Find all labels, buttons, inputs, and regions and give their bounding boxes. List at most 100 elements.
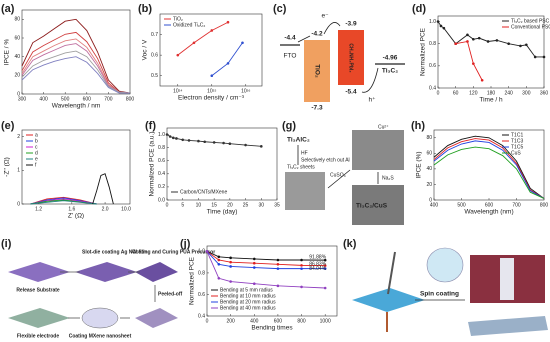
data-point xyxy=(486,40,490,43)
y-tick-label: 0.4 xyxy=(198,313,205,319)
x-tick-label: 400 xyxy=(250,318,259,324)
data-point xyxy=(217,263,221,266)
data-point xyxy=(323,286,327,290)
data-point xyxy=(472,62,475,65)
legend-label: T1C1 xyxy=(511,132,523,138)
y-tick-label: 1.0 xyxy=(429,19,436,25)
data-point xyxy=(217,255,221,259)
plot-frame xyxy=(166,127,278,201)
panel-label: (i) xyxy=(1,238,12,250)
label: Ti₃AlC₂ xyxy=(287,137,310,144)
data-point xyxy=(212,141,216,144)
x-tick-label: 35 xyxy=(274,202,280,208)
label: Cu²⁺ xyxy=(378,124,389,130)
legend-label: Ti₃C₂ based PSC xyxy=(511,18,550,24)
y-tick-label: 80 xyxy=(14,17,20,23)
x-tick-label: 5 xyxy=(181,202,184,208)
plot-frame xyxy=(21,129,131,205)
arrow xyxy=(323,22,341,35)
y-tick-label: 1.0 xyxy=(158,132,165,138)
y-tick-label: 0.6 xyxy=(198,292,205,298)
level-value: -7.3 xyxy=(311,105,323,112)
label: Ti₃C₂ xyxy=(382,68,398,75)
data-point xyxy=(323,267,327,270)
data-point xyxy=(241,41,244,45)
y-tick-label: 20 xyxy=(426,182,432,188)
legend-label: T1C3 xyxy=(511,138,523,144)
x-tick-label: 10¹⁴ xyxy=(173,88,182,94)
legend-label: b xyxy=(35,138,38,144)
electrode xyxy=(8,308,70,328)
data-point xyxy=(252,257,256,261)
data-point xyxy=(454,42,457,45)
series-line xyxy=(21,56,130,94)
data-point xyxy=(226,62,230,65)
plot-frame xyxy=(159,13,263,87)
data-point xyxy=(181,138,185,142)
x-tick-label: 120 xyxy=(469,90,478,96)
tio2-block xyxy=(304,40,330,102)
data-point xyxy=(507,42,510,45)
arrow xyxy=(361,67,379,93)
data-point xyxy=(168,135,172,138)
legend-label: e xyxy=(35,156,38,162)
label: TiO₂ xyxy=(313,64,320,78)
data-point xyxy=(519,44,522,48)
series-line xyxy=(30,200,97,205)
label: Na₂S xyxy=(382,175,394,181)
data-point xyxy=(259,145,263,148)
data-point xyxy=(252,266,256,269)
y-axis-label: IPCE (%) xyxy=(416,151,423,178)
data-point xyxy=(197,139,200,143)
series-line xyxy=(21,18,131,94)
data-point xyxy=(276,263,280,266)
y-tick-label: 0.6 xyxy=(151,52,158,58)
series-line xyxy=(433,138,545,199)
data-point xyxy=(175,137,178,140)
x-tick-label: 300 xyxy=(522,90,531,96)
series-line xyxy=(21,38,131,94)
y-tick-label: 0.5 xyxy=(151,73,158,79)
series-line xyxy=(206,250,326,261)
x-tick-label: 15 xyxy=(211,202,217,208)
data-point xyxy=(439,24,443,28)
legend-label: Carbon/CNTs/MXene xyxy=(180,189,227,195)
x-tick-label: 400 xyxy=(39,96,48,102)
data-point xyxy=(192,41,196,45)
panel-label: (e) xyxy=(1,120,15,132)
substrate xyxy=(75,262,137,282)
panel-label: (h) xyxy=(411,120,425,132)
y-tick-label: 0 xyxy=(429,197,432,203)
legend-label: d xyxy=(35,150,38,156)
sem-image xyxy=(352,130,404,170)
data-point xyxy=(466,40,469,43)
spin-coating-scheme: Spin coating xyxy=(352,247,548,336)
x-tick-label: 2.0 xyxy=(102,206,109,212)
legend-label: T1C5 xyxy=(511,144,523,150)
y-tick-label: 0.8 xyxy=(158,145,165,151)
x-tick-label: 360 xyxy=(540,90,549,96)
data-point xyxy=(229,280,232,283)
data-point xyxy=(176,53,180,57)
substrate xyxy=(135,262,178,282)
legend-label: Bending at 10 mm radius xyxy=(220,293,276,299)
x-axis-label: Bending times xyxy=(251,325,293,332)
substrate xyxy=(352,288,425,312)
y-axis-label: -Z'' (Ω) xyxy=(4,157,11,177)
panel-label: (c) xyxy=(273,3,287,15)
y-tick-label: 0 xyxy=(17,201,20,207)
data-point xyxy=(300,267,303,270)
y-tick-label: 2 xyxy=(17,134,20,140)
data-point xyxy=(229,265,232,268)
y-axis-label: IPCE / % xyxy=(4,39,11,66)
arrow xyxy=(327,169,351,189)
legend-label: TiO₂ xyxy=(173,16,183,22)
x-axis-label: Z' (Ω) xyxy=(68,213,84,220)
label: Release Substrate xyxy=(16,287,60,293)
series-line xyxy=(166,134,262,147)
plot-frame xyxy=(21,9,131,95)
x-tick-label: 500 xyxy=(61,96,70,102)
data-point xyxy=(542,55,546,59)
y-tick-label: 0.0 xyxy=(158,197,165,203)
zoom xyxy=(426,247,464,283)
